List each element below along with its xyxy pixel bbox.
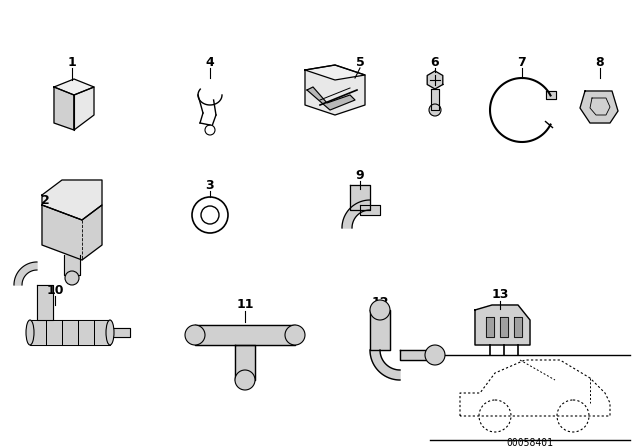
Polygon shape bbox=[545, 91, 556, 99]
Polygon shape bbox=[305, 65, 365, 80]
Polygon shape bbox=[54, 79, 94, 95]
Polygon shape bbox=[428, 71, 443, 89]
Polygon shape bbox=[370, 310, 390, 350]
Polygon shape bbox=[431, 89, 439, 110]
Text: 12: 12 bbox=[371, 296, 388, 309]
Circle shape bbox=[429, 104, 441, 116]
Ellipse shape bbox=[106, 320, 114, 345]
Polygon shape bbox=[42, 205, 102, 260]
Text: 00058401: 00058401 bbox=[506, 438, 554, 448]
Polygon shape bbox=[580, 91, 618, 123]
Text: 11: 11 bbox=[236, 298, 253, 311]
Polygon shape bbox=[305, 65, 365, 115]
Text: 1: 1 bbox=[68, 56, 76, 69]
Circle shape bbox=[285, 325, 305, 345]
Polygon shape bbox=[400, 350, 435, 360]
Circle shape bbox=[425, 345, 445, 365]
Text: 10: 10 bbox=[46, 284, 64, 297]
Text: 7: 7 bbox=[518, 56, 526, 69]
Polygon shape bbox=[307, 87, 355, 110]
Polygon shape bbox=[46, 320, 62, 345]
Polygon shape bbox=[78, 320, 94, 345]
Polygon shape bbox=[370, 350, 400, 380]
Text: 6: 6 bbox=[431, 56, 439, 69]
Text: 8: 8 bbox=[596, 56, 604, 69]
Polygon shape bbox=[94, 320, 110, 345]
Circle shape bbox=[235, 370, 255, 390]
Polygon shape bbox=[235, 345, 255, 380]
Polygon shape bbox=[42, 180, 102, 220]
Circle shape bbox=[185, 325, 205, 345]
Polygon shape bbox=[475, 305, 530, 345]
Polygon shape bbox=[360, 205, 380, 215]
Polygon shape bbox=[195, 325, 295, 345]
Polygon shape bbox=[500, 317, 508, 337]
Polygon shape bbox=[14, 262, 37, 285]
Polygon shape bbox=[64, 255, 80, 275]
Circle shape bbox=[65, 271, 79, 285]
Circle shape bbox=[370, 300, 390, 320]
Polygon shape bbox=[74, 87, 94, 130]
Polygon shape bbox=[350, 185, 370, 210]
Polygon shape bbox=[54, 87, 74, 130]
Polygon shape bbox=[37, 285, 53, 320]
Polygon shape bbox=[486, 317, 494, 337]
Text: 4: 4 bbox=[205, 56, 214, 69]
Ellipse shape bbox=[26, 320, 34, 345]
Text: 5: 5 bbox=[356, 56, 364, 69]
Polygon shape bbox=[30, 320, 46, 345]
Polygon shape bbox=[110, 328, 130, 337]
Text: 3: 3 bbox=[205, 178, 214, 191]
Text: 13: 13 bbox=[492, 289, 509, 302]
Text: 9: 9 bbox=[356, 168, 364, 181]
Text: 2: 2 bbox=[40, 194, 49, 207]
Polygon shape bbox=[62, 320, 78, 345]
Polygon shape bbox=[514, 317, 522, 337]
Polygon shape bbox=[342, 200, 370, 228]
